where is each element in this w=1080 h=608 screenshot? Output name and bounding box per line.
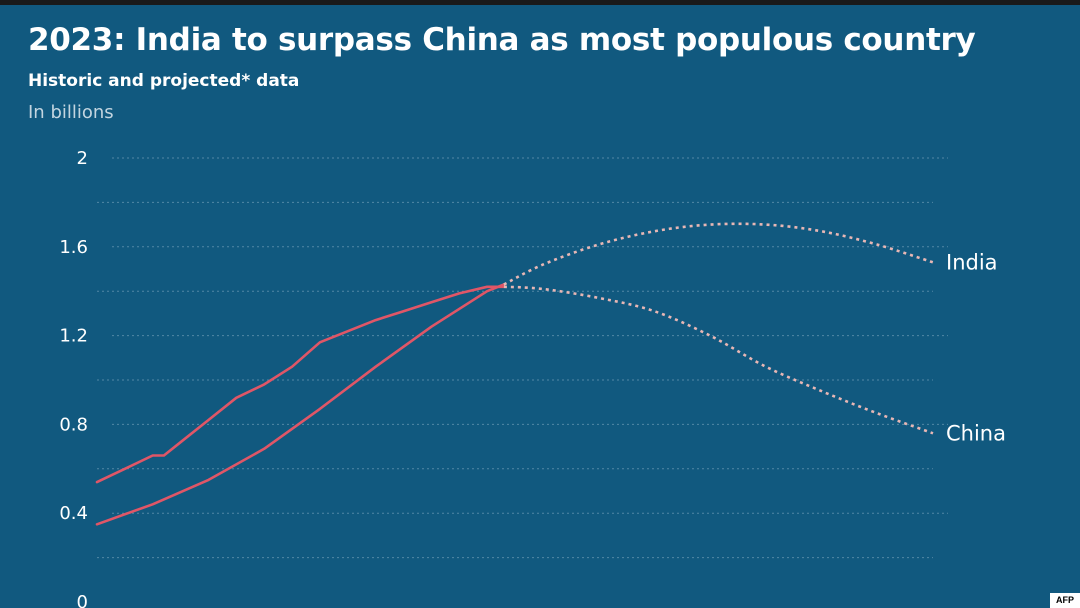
y-axis-ticks: 0 0.4 0.8 1.2 1.6 2 — [59, 148, 88, 608]
y-tick-label: 0 — [77, 592, 88, 608]
chart-title: 2023: India to surpass China as most pop… — [28, 22, 976, 58]
india-projected-line — [503, 222, 934, 286]
unit-label: In billions — [28, 102, 114, 123]
china-projected-line — [503, 285, 934, 435]
y-tick-label: 1.2 — [59, 326, 88, 347]
series-india: India — [95, 222, 998, 526]
y-tick-label: 2 — [77, 148, 88, 169]
gridlines — [97, 157, 948, 559]
india-historic-line — [95, 283, 506, 526]
y-tick-label: 1.6 — [59, 237, 88, 258]
india-series-label: India — [946, 250, 998, 274]
afp-credit: AFP — [1050, 593, 1080, 608]
china-series-label: China — [946, 421, 1006, 445]
series-china: China — [95, 285, 1006, 484]
y-tick-label: 0.4 — [59, 503, 88, 524]
top-rule — [0, 0, 1080, 5]
china-historic-line — [95, 285, 506, 484]
y-tick-label: 0.8 — [59, 414, 88, 435]
chart-subtitle: Historic and projected* data — [28, 71, 300, 91]
